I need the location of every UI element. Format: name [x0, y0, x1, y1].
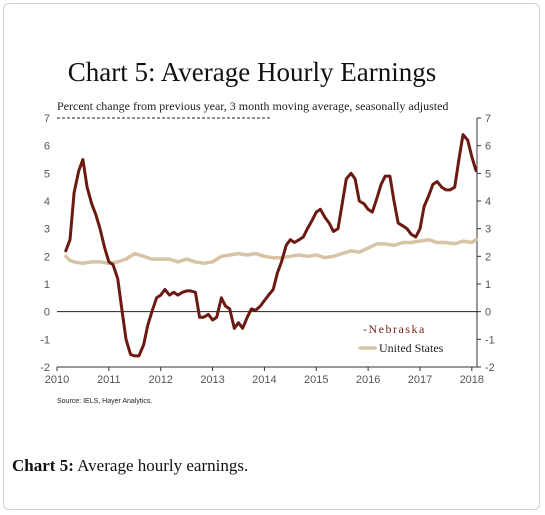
figure-caption: Chart 5: Average hourly earnings.	[12, 456, 248, 476]
y-tick-label-right: 0	[485, 307, 491, 319]
y-tick-label-left: 4	[44, 196, 50, 208]
y-tick-label-right: -1	[485, 334, 495, 346]
y-tick-label-left: 3	[44, 224, 50, 236]
y-tick-label-left: 0	[44, 307, 50, 319]
y-tick-label-right: -2	[485, 362, 495, 374]
y-tick-label-left: 1	[44, 279, 50, 291]
x-tick-label: 2015	[304, 374, 328, 386]
y-tick-label-left: 7	[44, 113, 50, 125]
y-tick-label-right: 1	[485, 279, 491, 291]
y-tick-label-right: 4	[485, 196, 491, 208]
y-tick-label-left: 6	[44, 141, 50, 153]
source-note: Source: IELS, Hayer Analytics.	[57, 398, 152, 405]
plot-lines	[64, 133, 478, 358]
series-line-united-states	[64, 237, 478, 266]
y-tick-label-left: -2	[40, 362, 50, 374]
y-tick-label-left: 2	[44, 251, 50, 263]
legend-label-nebraska: -Nebraska	[363, 322, 426, 336]
x-tick-label: 2013	[200, 374, 224, 386]
x-tick-label: 2018	[460, 374, 484, 386]
x-tick-label: 2012	[148, 374, 172, 386]
y-tick-label-right: 3	[485, 224, 491, 236]
chart-subtitle: Percent change from previous year, 3 mon…	[57, 99, 448, 113]
x-tick-label: 2014	[252, 374, 276, 386]
y-tick-label-right: 5	[485, 168, 491, 180]
x-tick-label: 2011	[97, 374, 121, 386]
x-tick-label: 2017	[408, 374, 432, 386]
legend-label-united-states: United States	[379, 341, 444, 355]
x-tick-label: 2010	[45, 374, 69, 386]
x-tick-label: 2016	[356, 374, 380, 386]
series-line-nebraska	[64, 133, 478, 358]
y-tick-label-left: 5	[44, 168, 50, 180]
caption-label: Chart 5:	[12, 456, 74, 475]
y-tick-label-right: 6	[485, 141, 491, 153]
y-tick-label-right: 2	[485, 251, 491, 263]
caption-text: Average hourly earnings.	[77, 456, 249, 475]
y-tick-label-right: 7	[485, 113, 491, 125]
y-tick-label-left: -1	[40, 334, 50, 346]
legend: -Nebraska United States	[358, 322, 444, 355]
chart-title: Chart 5: Average Hourly Earnings	[68, 57, 436, 87]
axes: -2 -2 -1 -1 0 0 1 1 2 2 3 3 4 4 5 5 6 6 7 7 2010 2011 2012 2013…	[40, 113, 495, 386]
